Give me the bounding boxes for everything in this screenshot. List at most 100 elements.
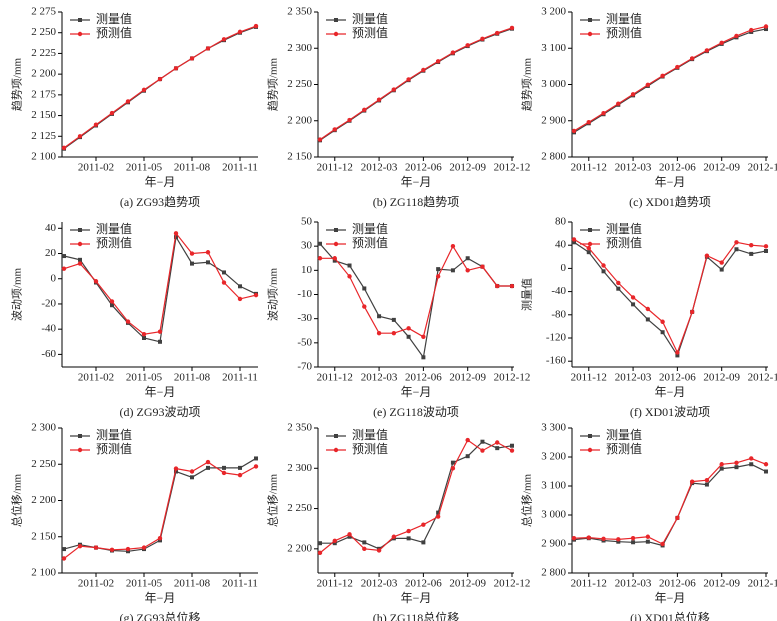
legend-label: 预测值 bbox=[606, 25, 642, 40]
y-tick-label: -10 bbox=[297, 288, 312, 300]
point bbox=[719, 40, 724, 46]
point bbox=[125, 319, 131, 324]
legend-label: 测量值 bbox=[96, 11, 132, 26]
y-tick-label: 2 250 bbox=[287, 502, 312, 514]
y-tick-label: 80 bbox=[555, 216, 567, 228]
point bbox=[174, 235, 178, 240]
x-tick-label: 2011-11 bbox=[222, 578, 258, 590]
point bbox=[362, 304, 367, 309]
point bbox=[645, 82, 651, 88]
y-tick-label: 2 275 bbox=[31, 6, 56, 18]
point bbox=[174, 469, 178, 474]
point bbox=[406, 536, 411, 541]
y-tick-label: 2 350 bbox=[287, 422, 312, 434]
point bbox=[318, 241, 322, 246]
point bbox=[450, 466, 456, 471]
y-tick-label: -40 bbox=[41, 323, 56, 335]
y-tick-label: 0 bbox=[51, 272, 57, 284]
point bbox=[93, 545, 99, 550]
x-tick-label: 2011-08 bbox=[174, 162, 211, 174]
x-tick-label: 2012-12 bbox=[748, 372, 777, 384]
point bbox=[173, 66, 179, 71]
point bbox=[763, 24, 769, 29]
point bbox=[435, 514, 441, 519]
y-tick-label: -20 bbox=[41, 297, 56, 309]
legend-marker bbox=[588, 228, 592, 232]
point bbox=[572, 240, 576, 245]
y-tick-label: 2 150 bbox=[287, 151, 312, 163]
series-line bbox=[573, 28, 767, 133]
point bbox=[749, 251, 754, 256]
point bbox=[62, 254, 66, 259]
x-tick-label: 2011-05 bbox=[126, 578, 163, 590]
x-tick-label: 2011-12 bbox=[317, 578, 353, 590]
y-axis-label: 波动项/mm bbox=[11, 267, 24, 321]
point bbox=[450, 243, 456, 249]
point bbox=[675, 64, 680, 70]
point bbox=[221, 470, 227, 476]
panel: 2 800 2 900 3 000 3 100 3 200 2011-12 2012-03 2… bbox=[521, 6, 777, 209]
y-axis-label: 趋势项/mm bbox=[521, 57, 534, 111]
legend-label: 预测值 bbox=[96, 25, 132, 40]
point bbox=[764, 469, 768, 474]
point bbox=[110, 303, 114, 308]
point bbox=[616, 537, 621, 542]
x-tick-label: 2011-12 bbox=[317, 162, 353, 174]
point bbox=[749, 462, 754, 467]
legend-label: 测量值 bbox=[96, 427, 132, 442]
y-tick-label: 2 250 bbox=[31, 458, 56, 470]
point bbox=[450, 268, 455, 273]
point bbox=[332, 538, 337, 543]
point bbox=[190, 261, 194, 266]
y-tick-label: 2 225 bbox=[31, 47, 56, 59]
x-tick-label: 2012-03 bbox=[615, 372, 652, 384]
legend-marker bbox=[78, 228, 82, 232]
point bbox=[125, 99, 131, 104]
point bbox=[435, 59, 441, 64]
x-axis-label: 年−月 bbox=[401, 175, 432, 189]
legend-marker bbox=[587, 31, 593, 37]
point bbox=[465, 43, 470, 48]
point bbox=[749, 456, 754, 461]
point bbox=[465, 454, 470, 459]
x-tick-label: 2011-11 bbox=[222, 372, 258, 384]
x-tick-label: 2012-12 bbox=[494, 578, 531, 590]
point bbox=[495, 446, 500, 451]
x-axis-label: 年−月 bbox=[145, 175, 176, 189]
point bbox=[689, 309, 695, 315]
point bbox=[222, 465, 226, 470]
point bbox=[616, 286, 621, 291]
point bbox=[480, 439, 485, 444]
point bbox=[347, 532, 352, 537]
point bbox=[571, 237, 577, 242]
series-line bbox=[319, 28, 513, 141]
legend-label: 测量值 bbox=[352, 11, 388, 26]
point bbox=[157, 329, 163, 334]
point bbox=[61, 556, 67, 561]
x-tick-label: 2012-09 bbox=[449, 372, 486, 384]
point bbox=[601, 263, 606, 268]
point bbox=[332, 541, 337, 546]
y-tick-label: 2 200 bbox=[287, 114, 312, 126]
x-tick-label: 2011-11 bbox=[222, 162, 258, 174]
y-tick-label: 3 000 bbox=[541, 78, 566, 90]
y-axis-label: 总位移/mm bbox=[266, 473, 280, 527]
series-line bbox=[573, 241, 767, 357]
y-tick-label: 3 300 bbox=[541, 422, 566, 434]
point bbox=[734, 240, 739, 245]
point bbox=[631, 302, 636, 307]
x-tick-label: 2012-09 bbox=[449, 162, 486, 174]
point bbox=[495, 283, 500, 289]
point bbox=[205, 459, 211, 465]
point bbox=[205, 46, 211, 51]
point bbox=[675, 350, 680, 355]
y-axis-label: 波动项/mm bbox=[267, 267, 280, 321]
point bbox=[362, 546, 367, 552]
x-tick-label: 2011-05 bbox=[126, 372, 163, 384]
y-tick-label: -50 bbox=[297, 336, 312, 348]
x-axis-label: 年−月 bbox=[145, 385, 176, 399]
panel: 2 800 2 900 3 000 3 100 3 200 3 300 2011-12 201… bbox=[520, 422, 777, 621]
x-tick-label: 2012-09 bbox=[703, 372, 740, 384]
x-tick-label: 2012-12 bbox=[748, 162, 777, 174]
point bbox=[645, 534, 651, 539]
